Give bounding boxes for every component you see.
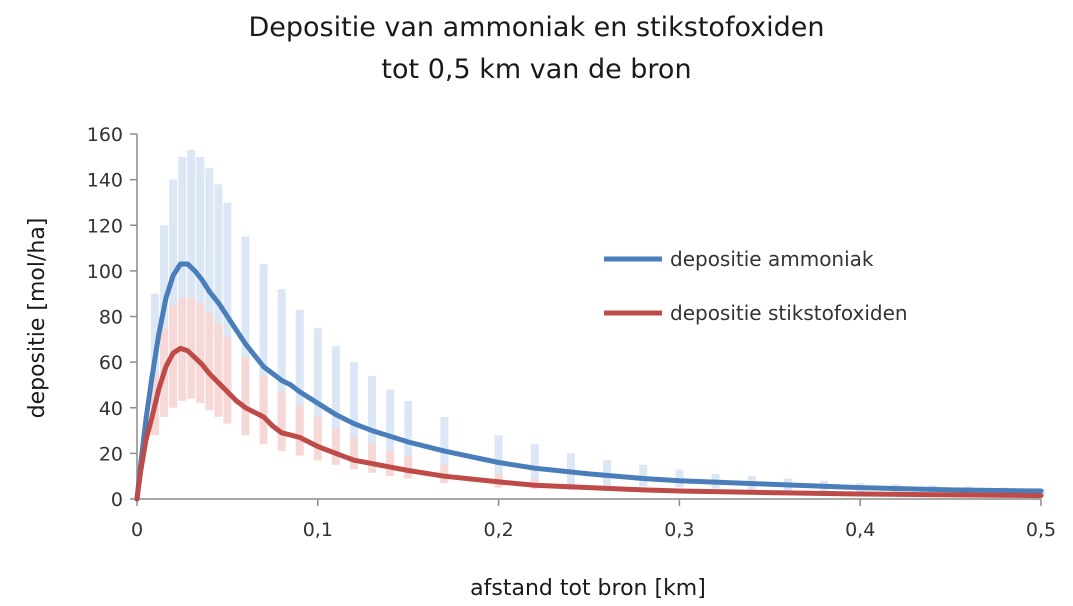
x-tick-label: 0,5 bbox=[1026, 519, 1056, 541]
x-tick-label: 0,2 bbox=[483, 519, 513, 541]
x-tick-label: 0 bbox=[131, 519, 143, 541]
y-tick-label: 100 bbox=[87, 261, 123, 283]
y-tick-label: 120 bbox=[87, 215, 123, 237]
legend-label: depositie ammoniak bbox=[670, 247, 874, 271]
chart-title-line-1: Depositie van ammoniak en stikstofoxiden bbox=[248, 12, 825, 43]
x-tick-label: 0,4 bbox=[845, 519, 875, 541]
y-ticks: 0 20 40 60 80 100 120 140 160 bbox=[87, 124, 137, 511]
legend-label: depositie stikstofoxiden bbox=[670, 301, 908, 325]
legend: depositie ammoniak depositie stikstofoxid… bbox=[604, 247, 908, 325]
x-ticks: 0 0,1 0,2 0,3 0,4 0,5 bbox=[131, 499, 1056, 541]
y-axis-label: depositie [mol/ha] bbox=[25, 218, 50, 419]
y-tick-label: 140 bbox=[87, 170, 123, 192]
y-tick-label: 80 bbox=[99, 307, 123, 329]
series-line-ammoniak bbox=[134, 261, 1044, 502]
y-tick-label: 20 bbox=[99, 443, 123, 465]
series-lines bbox=[134, 261, 1044, 502]
error-bands bbox=[151, 149, 1045, 496]
series-line-stikstofoxiden bbox=[134, 345, 1044, 502]
x-tick-label: 0,3 bbox=[664, 519, 694, 541]
chart-title-line-2: tot 0,5 km van de bron bbox=[381, 54, 692, 85]
x-axis-label: afstand tot bron [km] bbox=[470, 576, 706, 601]
y-tick-label: 0 bbox=[111, 489, 123, 511]
x-tick-label: 0,1 bbox=[303, 519, 333, 541]
y-tick-label: 160 bbox=[87, 124, 123, 146]
y-tick-label: 40 bbox=[99, 398, 123, 420]
y-tick-label: 60 bbox=[99, 352, 123, 374]
